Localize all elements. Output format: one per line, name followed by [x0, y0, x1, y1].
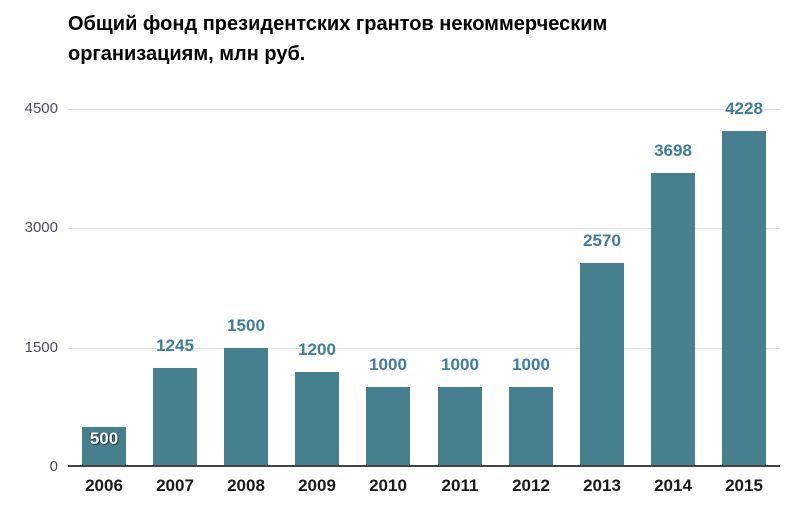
x-tick-label: 2009 — [298, 476, 336, 495]
x-tick-label: 2012 — [512, 476, 550, 495]
bar-value-label: 1500 — [227, 316, 265, 335]
bar-value-label: 2570 — [583, 231, 621, 250]
gridline — [68, 228, 780, 230]
bar-2008 — [224, 348, 268, 467]
gridline — [68, 347, 780, 349]
x-tick-label: 2008 — [227, 476, 265, 495]
x-tick-label: 2015 — [725, 476, 763, 495]
bar-value-label: 3698 — [654, 141, 692, 160]
x-tick-label: 2010 — [369, 476, 407, 495]
y-tick-label: 0 — [49, 458, 58, 475]
gridline — [68, 109, 780, 110]
bar-value-label: 1000 — [369, 355, 407, 374]
bar-2010 — [366, 387, 410, 467]
x-tick-label: 2013 — [583, 476, 621, 495]
plot-area: 500 1245 1500 1200 1000 1000 1000 2570 3698 4228 — [68, 100, 780, 467]
bar-value-label: 1245 — [156, 336, 194, 355]
x-tick-label: 2011 — [441, 476, 479, 495]
bar-2012 — [509, 387, 553, 467]
bar-2011 — [438, 387, 482, 467]
bar-value-label: 1000 — [441, 355, 479, 374]
bar-2014 — [651, 173, 695, 467]
x-axis-line — [68, 465, 780, 467]
x-tick-label: 2014 — [654, 476, 692, 495]
y-tick-label: 1500 — [24, 338, 58, 356]
bar-2013 — [580, 263, 624, 467]
y-tick-label: 3000 — [24, 219, 58, 237]
bar-value-label: 1200 — [298, 340, 336, 359]
bar-value-label: 500 — [89, 429, 119, 448]
bar-2015 — [722, 131, 766, 467]
chart-title-line-2: организациям, млн руб. — [68, 43, 306, 65]
bar-value-label: 1000 — [512, 355, 550, 374]
bar-2009 — [295, 372, 339, 467]
y-tick-label: 4500 — [24, 100, 58, 117]
bar-2006 — [82, 427, 126, 467]
x-tick-label: 2007 — [156, 476, 194, 495]
bar-value-label: 4228 — [725, 99, 763, 118]
x-tick-label: 2006 — [85, 476, 123, 495]
chart-title: Общий фонд президентских грантов некомме… — [68, 9, 607, 69]
chart-title-line-1: Общий фонд президентских грантов некомме… — [68, 13, 608, 35]
bar-2007 — [153, 368, 197, 467]
